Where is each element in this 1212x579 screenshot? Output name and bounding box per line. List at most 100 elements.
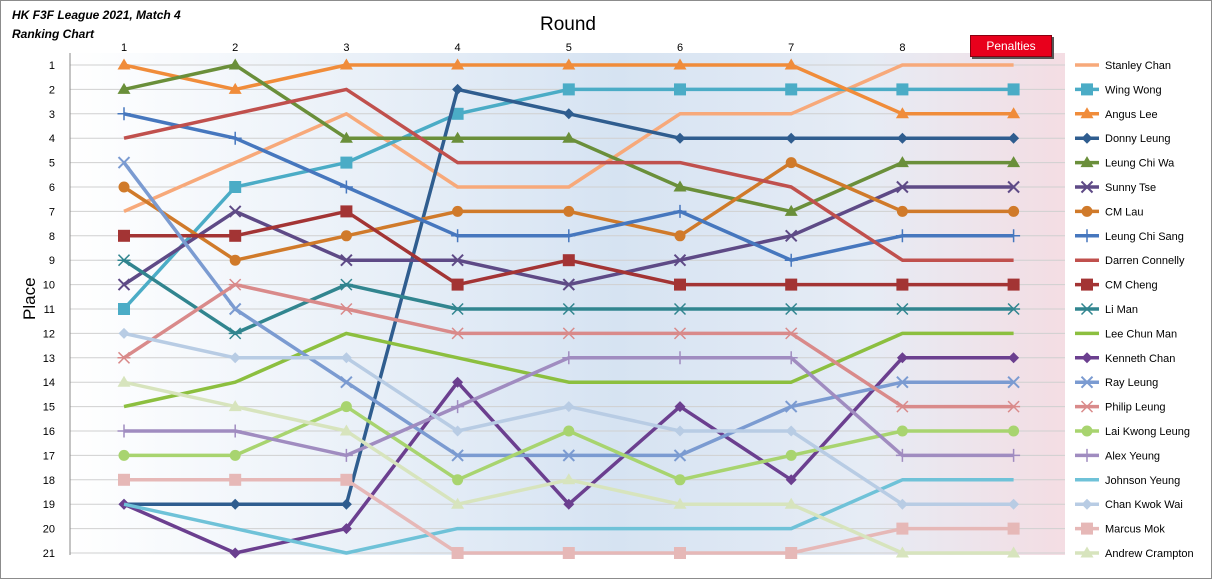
data-point: [451, 58, 465, 70]
x-axis-title: Round: [540, 14, 596, 35]
data-point: [229, 352, 241, 364]
data-point: [451, 229, 465, 243]
series-cm-lau: [118, 157, 1020, 266]
legend-marker: [1080, 375, 1094, 389]
data-point: [673, 58, 687, 70]
series-line: [123, 331, 1014, 409]
data-point: [1008, 498, 1020, 510]
data-point: [896, 180, 909, 194]
legend-entry: Stanley Chan: [1075, 60, 1171, 72]
series-ray-leung: [117, 156, 1020, 462]
data-point: [895, 107, 909, 119]
data-point: [117, 351, 131, 364]
data-point: [563, 498, 575, 510]
data-point: [785, 278, 798, 291]
data-point: [674, 230, 686, 242]
legend-marker: [1080, 448, 1094, 462]
legend-marker: [1081, 498, 1093, 510]
data-point: [562, 254, 575, 267]
data-point: [895, 400, 909, 413]
data-point: [1007, 400, 1021, 413]
data-point: [563, 108, 575, 120]
series-leung-chi-wa: [117, 58, 1021, 216]
data-point: [118, 449, 130, 461]
series-andrew-crampton: [117, 375, 1021, 558]
legend-entry: Johnson Yeung: [1075, 475, 1180, 487]
data-point: [117, 156, 131, 169]
data-point: [785, 157, 797, 169]
data-point: [339, 58, 353, 70]
y-tick-label: 15: [43, 402, 55, 414]
data-point: [896, 425, 908, 437]
data-point: [117, 82, 131, 94]
data-point: [895, 302, 909, 316]
legend-entry: Philip Leung: [1075, 400, 1166, 414]
data-point: [1008, 132, 1020, 144]
data-point: [1007, 375, 1020, 389]
data-point: [562, 58, 576, 70]
data-point: [118, 303, 130, 315]
legend-marker: [1080, 107, 1094, 119]
data-point: [1007, 278, 1020, 291]
legend-entry: CM Lau: [1075, 205, 1144, 218]
data-point: [562, 449, 576, 462]
data-point: [784, 400, 798, 413]
legend-marker: [1081, 352, 1093, 364]
legend-label: Ray Leung: [1105, 377, 1158, 389]
y-tick-label: 9: [49, 255, 55, 267]
data-point: [1007, 107, 1021, 119]
data-point: [117, 278, 131, 291]
data-point: [339, 424, 353, 436]
data-point: [896, 83, 909, 96]
y-tick-label: 2: [49, 84, 55, 96]
y-tick-label: 7: [49, 206, 55, 218]
data-point: [785, 547, 798, 559]
data-point: [673, 351, 687, 365]
legend-entry: Lee Chun Man: [1075, 328, 1177, 340]
data-point: [229, 473, 242, 486]
data-point: [562, 83, 575, 96]
data-point: [895, 448, 909, 462]
data-point: [229, 498, 241, 510]
data-point: [673, 327, 687, 340]
data-point: [228, 58, 242, 70]
data-point: [673, 302, 687, 316]
data-point: [228, 205, 242, 218]
legend-marker: [1080, 229, 1094, 243]
data-point: [562, 278, 576, 291]
legend-marker: [1080, 180, 1094, 194]
data-point: [451, 449, 464, 462]
data-point: [340, 523, 352, 535]
legend-marker: [1080, 400, 1094, 413]
legend-label: Philip Leung: [1105, 402, 1166, 414]
data-point: [339, 131, 353, 143]
data-point: [118, 473, 130, 486]
y-tick-label: 13: [43, 353, 55, 365]
y-tick-label: 16: [43, 426, 55, 438]
data-point: [784, 58, 798, 70]
data-point: [340, 253, 353, 267]
data-point: [563, 401, 575, 413]
legend-marker: [1081, 278, 1093, 291]
data-point: [452, 205, 464, 217]
y-tick-label: 8: [49, 231, 55, 243]
legend-marker: [1080, 302, 1094, 316]
data-point: [673, 449, 687, 462]
x-tick-label: 6: [677, 42, 683, 54]
data-point: [784, 497, 798, 509]
data-point: [340, 230, 352, 242]
data-point: [896, 132, 908, 144]
data-point: [229, 229, 242, 242]
data-point: [784, 327, 798, 340]
legend-label: Marcus Mok: [1105, 524, 1165, 536]
data-point: [562, 351, 576, 365]
data-point: [451, 253, 464, 267]
data-point: [1007, 448, 1021, 462]
data-point: [562, 229, 576, 243]
data-point: [117, 424, 131, 438]
y-tick-label: 1: [49, 60, 55, 72]
penalties-button[interactable]: Penalties: [970, 35, 1052, 57]
legend-entry: Darren Connelly: [1075, 255, 1185, 267]
legend-label: Lee Chun Man: [1105, 328, 1177, 340]
